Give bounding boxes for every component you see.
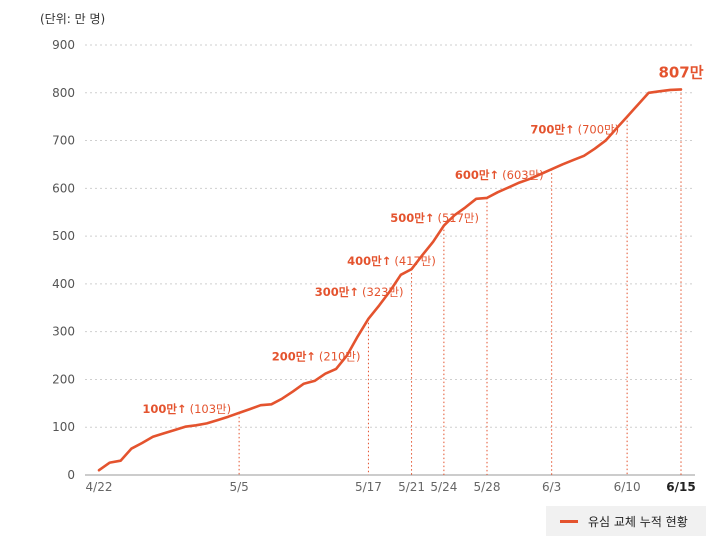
x-tick-label: 5/24: [430, 480, 457, 494]
y-tick-label: 200: [52, 372, 75, 386]
x-tick-label: 4/22: [86, 480, 113, 494]
milestone-label-bold: 500만↑: [390, 211, 434, 225]
final-value-label: 807만: [658, 63, 703, 81]
milestone-label: 400만↑ (417만): [347, 254, 436, 268]
milestone-label-bold: 200만↑: [272, 349, 316, 363]
milestone-label: 500만↑ (517만): [390, 211, 479, 225]
x-tick-label: 6/3: [542, 480, 561, 494]
milestone-label-detail: (323만): [362, 285, 404, 299]
milestone-label-detail: (700만): [578, 122, 620, 136]
y-tick-label: 100: [52, 420, 75, 434]
x-tick-label: 5/28: [474, 480, 501, 494]
milestone-label-detail: (603만): [502, 168, 544, 182]
y-tick-label: 400: [52, 277, 75, 291]
milestone-label-bold: 700만↑: [530, 122, 574, 136]
x-tick-label: 5/17: [355, 480, 382, 494]
legend-swatch: [560, 519, 578, 523]
milestone-label-bold: 400만↑: [347, 254, 391, 268]
milestone-label-detail: (517만): [437, 211, 479, 225]
y-tick-label: 800: [52, 86, 75, 100]
y-tick-label: 900: [52, 38, 75, 52]
y-tick-label: 500: [52, 229, 75, 243]
x-tick-label: 6/10: [614, 480, 641, 494]
y-tick-label: 0: [67, 468, 75, 482]
legend: 유심 교체 누적 현황: [546, 506, 706, 536]
legend-label: 유심 교체 누적 현황: [588, 514, 688, 529]
milestone-label-detail: (417만): [394, 254, 436, 268]
y-tick-label: 600: [52, 181, 75, 195]
y-tick-label: 700: [52, 134, 75, 148]
series-line-usim-replacement: [97, 88, 683, 472]
y-tick-label: 300: [52, 325, 75, 339]
milestone-label: 300만↑ (323만): [315, 285, 404, 299]
x-tick-label: 6/15: [666, 480, 695, 494]
x-tick-label: 5/21: [398, 480, 425, 494]
milestone-label-detail: (210만): [319, 349, 361, 363]
milestone-label-detail: (103만): [190, 402, 232, 416]
milestone-label: 600만↑ (603만): [455, 168, 544, 182]
milestone-label: 100만↑ (103만): [142, 402, 231, 416]
unit-label: (단위: 만 명): [40, 12, 106, 26]
x-tick-label: 5/5: [229, 480, 248, 494]
milestone-label-bold: 600만↑: [455, 168, 499, 182]
milestone-label-bold: 100만↑: [142, 402, 186, 416]
milestone-label: 700만↑ (700만): [530, 122, 619, 136]
milestone-label: 200만↑ (210만): [272, 349, 361, 363]
milestone-label-bold: 300만↑: [315, 285, 359, 299]
